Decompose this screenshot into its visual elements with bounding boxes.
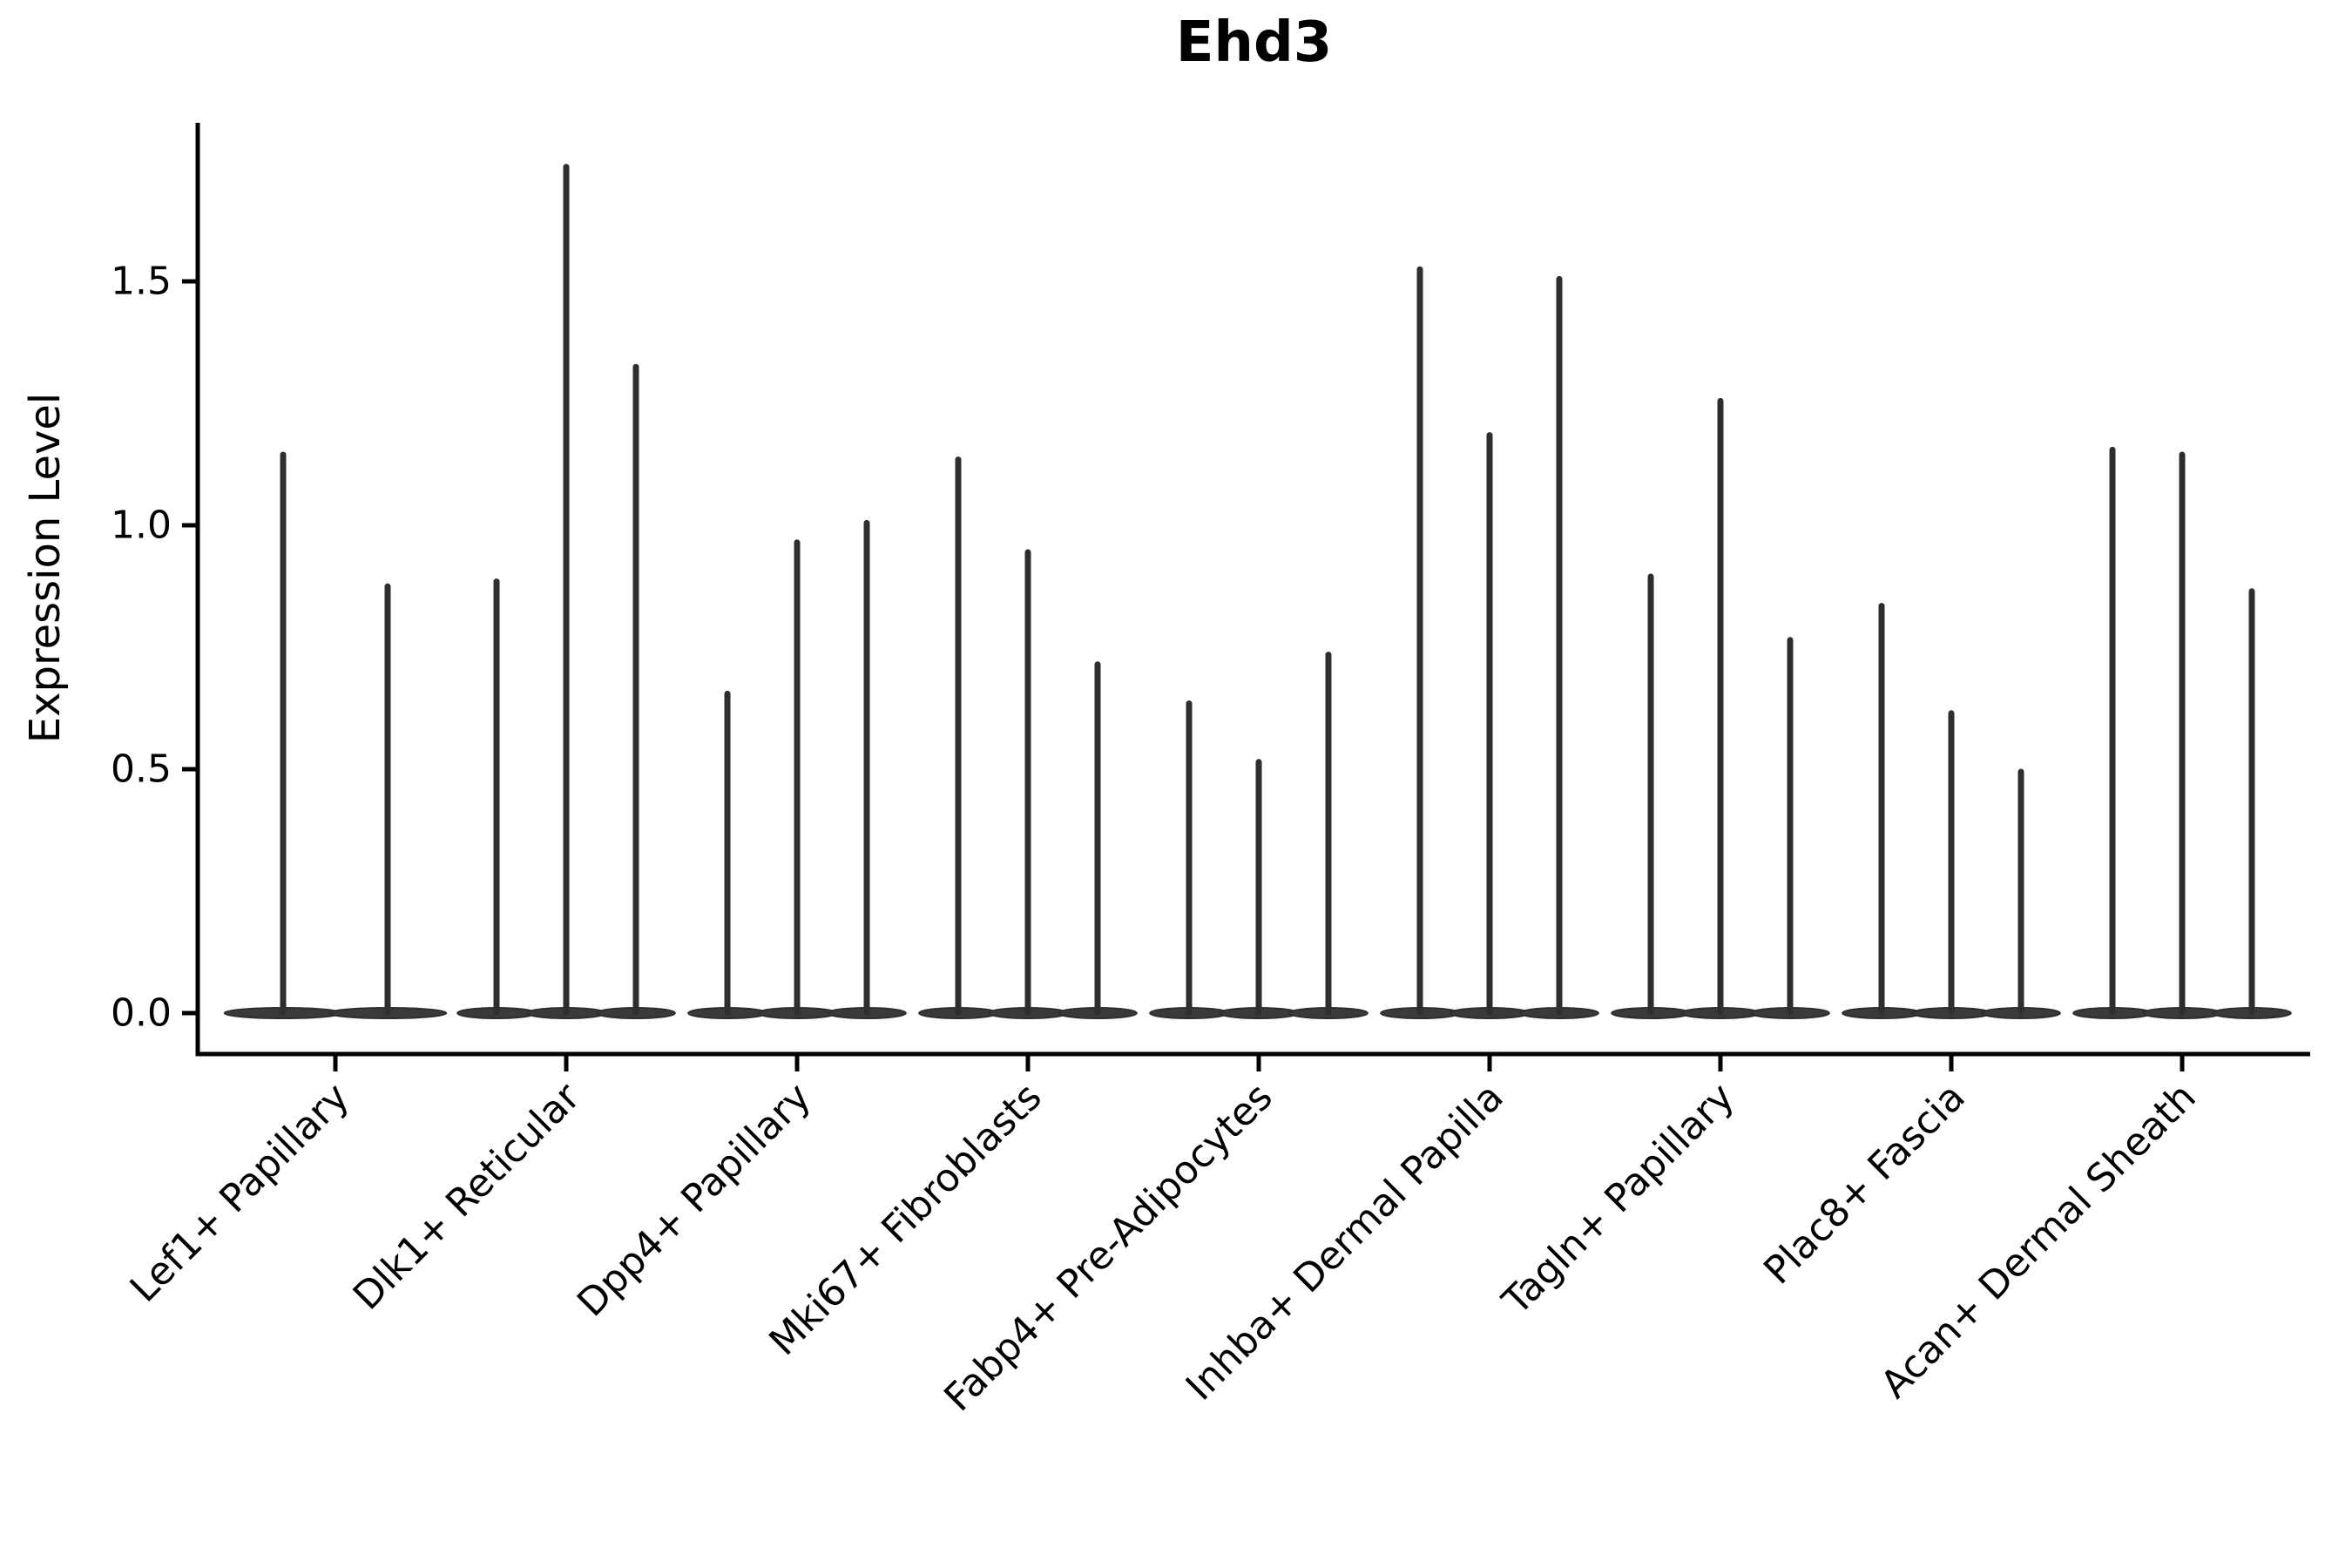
- y-axis-label: Expression Level: [21, 392, 70, 744]
- y-tick-label-0: 0.0: [111, 991, 172, 1036]
- x-tick-label-6: Tagln+ Papillary: [1494, 1075, 1743, 1324]
- y-tick-label-3: 1.5: [111, 260, 172, 304]
- y-tick-label-1: 0.5: [111, 747, 172, 792]
- x-tick-label-2: Dpp4+ Papillary: [569, 1075, 820, 1326]
- x-tick-label-0: Lef1+ Papillary: [122, 1075, 358, 1311]
- y-tick-label-2: 1.0: [111, 504, 172, 548]
- chart-title: Ehd3: [1175, 10, 1333, 75]
- x-tick-label-7: Plac8+ Fascia: [1755, 1075, 1974, 1294]
- x-tick-label-1: Dlk1+ Reticular: [345, 1074, 590, 1319]
